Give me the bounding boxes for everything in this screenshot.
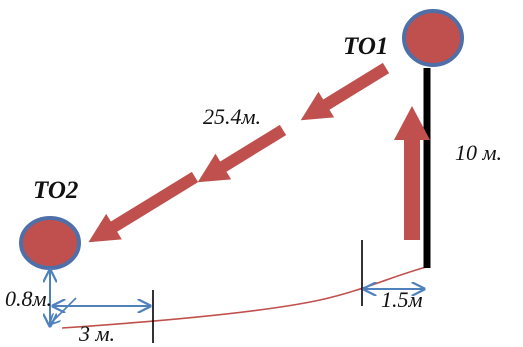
terrain-curve (61, 265, 431, 329)
node-to2-label: TO2 (33, 177, 78, 204)
diagonal-arrow-2 (197, 124, 287, 183)
up-arrow (394, 106, 430, 240)
to2-offset-label: 3 м. (78, 321, 115, 346)
diagonal-arrow-1 (300, 62, 390, 121)
diagonal-arrow-3 (88, 171, 199, 243)
mast-height-label: 10 м. (455, 140, 502, 165)
node-to1-circle (402, 9, 464, 67)
dim-arrow-diagonal-small (50, 297, 77, 324)
to2-height-label: 0.8м. (5, 286, 52, 311)
distance-label: 25.4м. (203, 104, 261, 129)
node-to2-circle (19, 216, 81, 270)
to1-offset-label: 1.5м (381, 287, 423, 312)
node-to1-label: TO1 (343, 33, 388, 60)
